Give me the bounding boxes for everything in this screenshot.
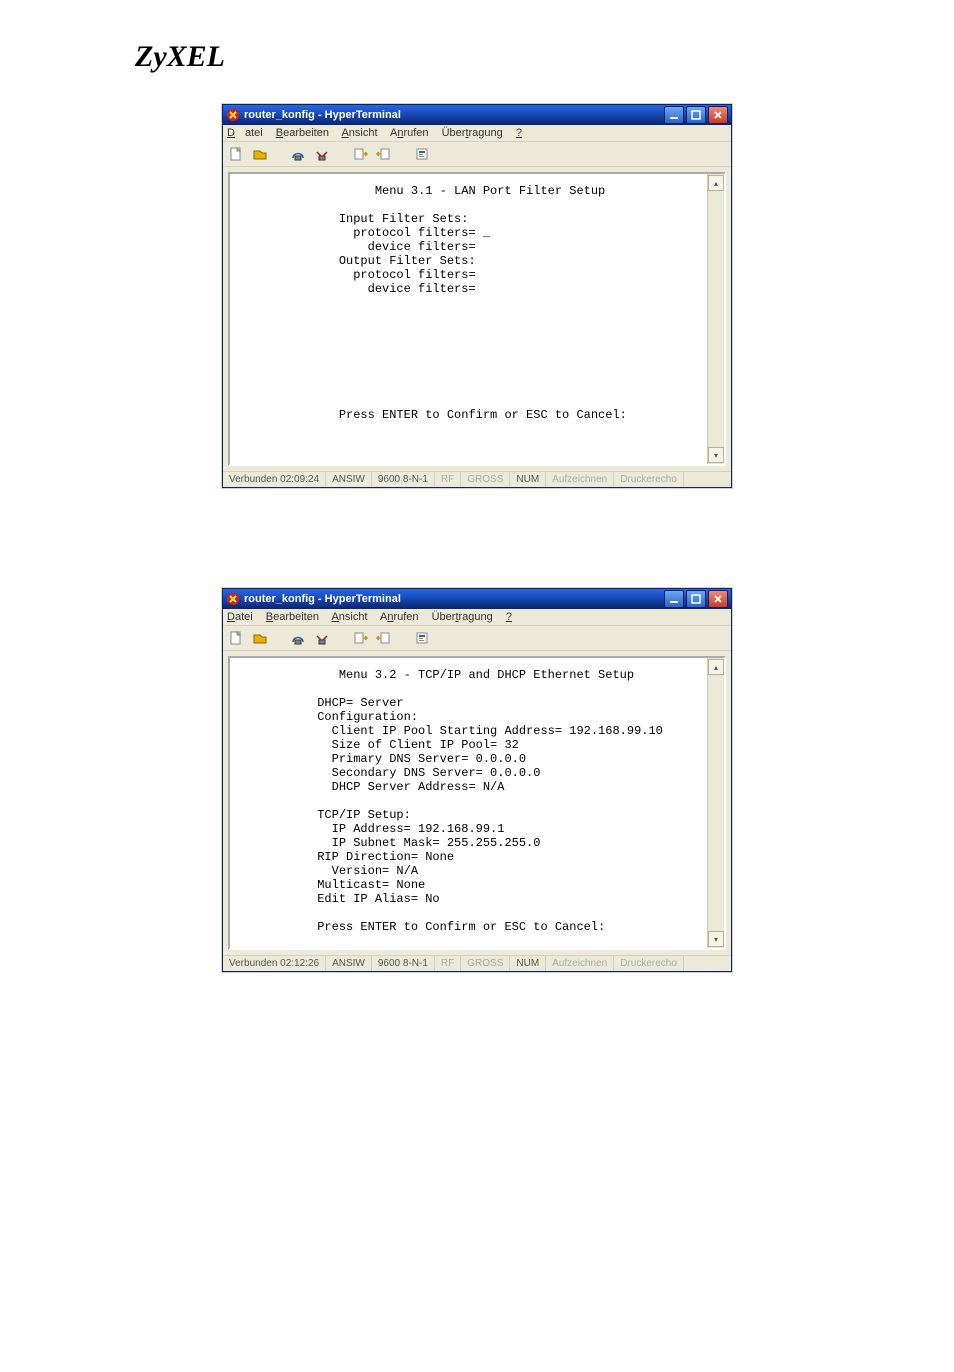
app-icon: [226, 592, 240, 606]
scroll-up-button[interactable]: ▴: [708, 659, 724, 675]
terminal-output: Menu 3.2 - TCP/IP and DHCP Ethernet Setu…: [230, 658, 707, 948]
toolbar: [223, 142, 731, 167]
menubar: Datei Bearbeiten Ansicht Anrufen Übertra…: [223, 125, 731, 142]
menu-uebertragung[interactable]: Übertragung: [442, 127, 503, 139]
titlebar[interactable]: router_konfig - HyperTerminal: [223, 589, 731, 609]
scroll-up-button[interactable]: ▴: [708, 175, 724, 191]
menu-bearbeiten[interactable]: Bearbeiten: [276, 127, 329, 139]
status-baud: 9600 8-N-1: [372, 956, 435, 971]
status-echo: Druckerecho: [614, 956, 684, 971]
maximize-button[interactable]: [686, 106, 706, 124]
disconnect-icon[interactable]: [313, 145, 331, 163]
close-button[interactable]: [708, 106, 728, 124]
disconnect-icon[interactable]: [313, 629, 331, 647]
status-rf: RF: [435, 472, 461, 487]
status-caps: GROSS: [461, 956, 510, 971]
window-title: router_konfig - HyperTerminal: [244, 593, 664, 605]
open-icon[interactable]: [251, 145, 269, 163]
maximize-button[interactable]: [686, 590, 706, 608]
new-icon[interactable]: [227, 145, 245, 163]
toolbar: [223, 626, 731, 651]
menubar: Datei Bearbeiten Ansicht Anrufen Übertra…: [223, 609, 731, 626]
scroll-track[interactable]: [709, 192, 723, 446]
vertical-scrollbar[interactable]: ▴ ▾: [707, 658, 724, 948]
menu-ansicht[interactable]: Ansicht: [341, 127, 377, 139]
receive-icon[interactable]: [375, 629, 393, 647]
terminal-output: Menu 3.1 - LAN Port Filter Setup Input F…: [230, 174, 707, 464]
menu-ansicht[interactable]: Ansicht: [331, 611, 367, 623]
status-connection: Verbunden 02:09:24: [223, 472, 326, 487]
menu-anrufen[interactable]: Anrufen: [380, 611, 419, 623]
menu-datei[interactable]: Datei: [227, 127, 263, 139]
connect-icon[interactable]: [289, 145, 307, 163]
send-icon[interactable]: [351, 629, 369, 647]
status-emulation: ANSIW: [326, 472, 372, 487]
minimize-button[interactable]: [664, 106, 684, 124]
menu-anrufen[interactable]: Anrufen: [390, 127, 429, 139]
scroll-down-button[interactable]: ▾: [708, 931, 724, 947]
scroll-track[interactable]: [709, 676, 723, 930]
status-num: NUM: [510, 472, 546, 487]
close-button[interactable]: [708, 590, 728, 608]
menu-uebertragung[interactable]: Übertragung: [432, 611, 493, 623]
hyperterminal-window-2: router_konfig - HyperTerminal Datei Bear…: [222, 588, 732, 972]
status-rf: RF: [435, 956, 461, 971]
scroll-down-button[interactable]: ▾: [708, 447, 724, 463]
status-capture: Aufzeichnen: [546, 472, 614, 487]
status-caps: GROSS: [461, 472, 510, 487]
menu-help[interactable]: ?: [516, 127, 522, 139]
vertical-scrollbar[interactable]: ▴ ▾: [707, 174, 724, 464]
statusbar: Verbunden 02:09:24 ANSIW 9600 8-N-1 RF G…: [223, 471, 731, 487]
status-num: NUM: [510, 956, 546, 971]
properties-icon[interactable]: [413, 145, 431, 163]
titlebar[interactable]: router_konfig - HyperTerminal: [223, 105, 731, 125]
status-connection: Verbunden 02:12:26: [223, 956, 326, 971]
properties-icon[interactable]: [413, 629, 431, 647]
new-icon[interactable]: [227, 629, 245, 647]
menu-datei[interactable]: Datei: [227, 611, 253, 623]
status-emulation: ANSIW: [326, 956, 372, 971]
status-capture: Aufzeichnen: [546, 956, 614, 971]
window-title: router_konfig - HyperTerminal: [244, 109, 664, 121]
statusbar: Verbunden 02:12:26 ANSIW 9600 8-N-1 RF G…: [223, 955, 731, 971]
connect-icon[interactable]: [289, 629, 307, 647]
app-icon: [226, 108, 240, 122]
status-baud: 9600 8-N-1: [372, 472, 435, 487]
menu-bearbeiten[interactable]: Bearbeiten: [266, 611, 319, 623]
send-icon[interactable]: [351, 145, 369, 163]
receive-icon[interactable]: [375, 145, 393, 163]
minimize-button[interactable]: [664, 590, 684, 608]
brand-logo: ZyXEL: [135, 40, 954, 74]
hyperterminal-window-1: router_konfig - HyperTerminal Datei Bear…: [222, 104, 732, 488]
status-echo: Druckerecho: [614, 472, 684, 487]
open-icon[interactable]: [251, 629, 269, 647]
menu-help[interactable]: ?: [506, 611, 512, 623]
